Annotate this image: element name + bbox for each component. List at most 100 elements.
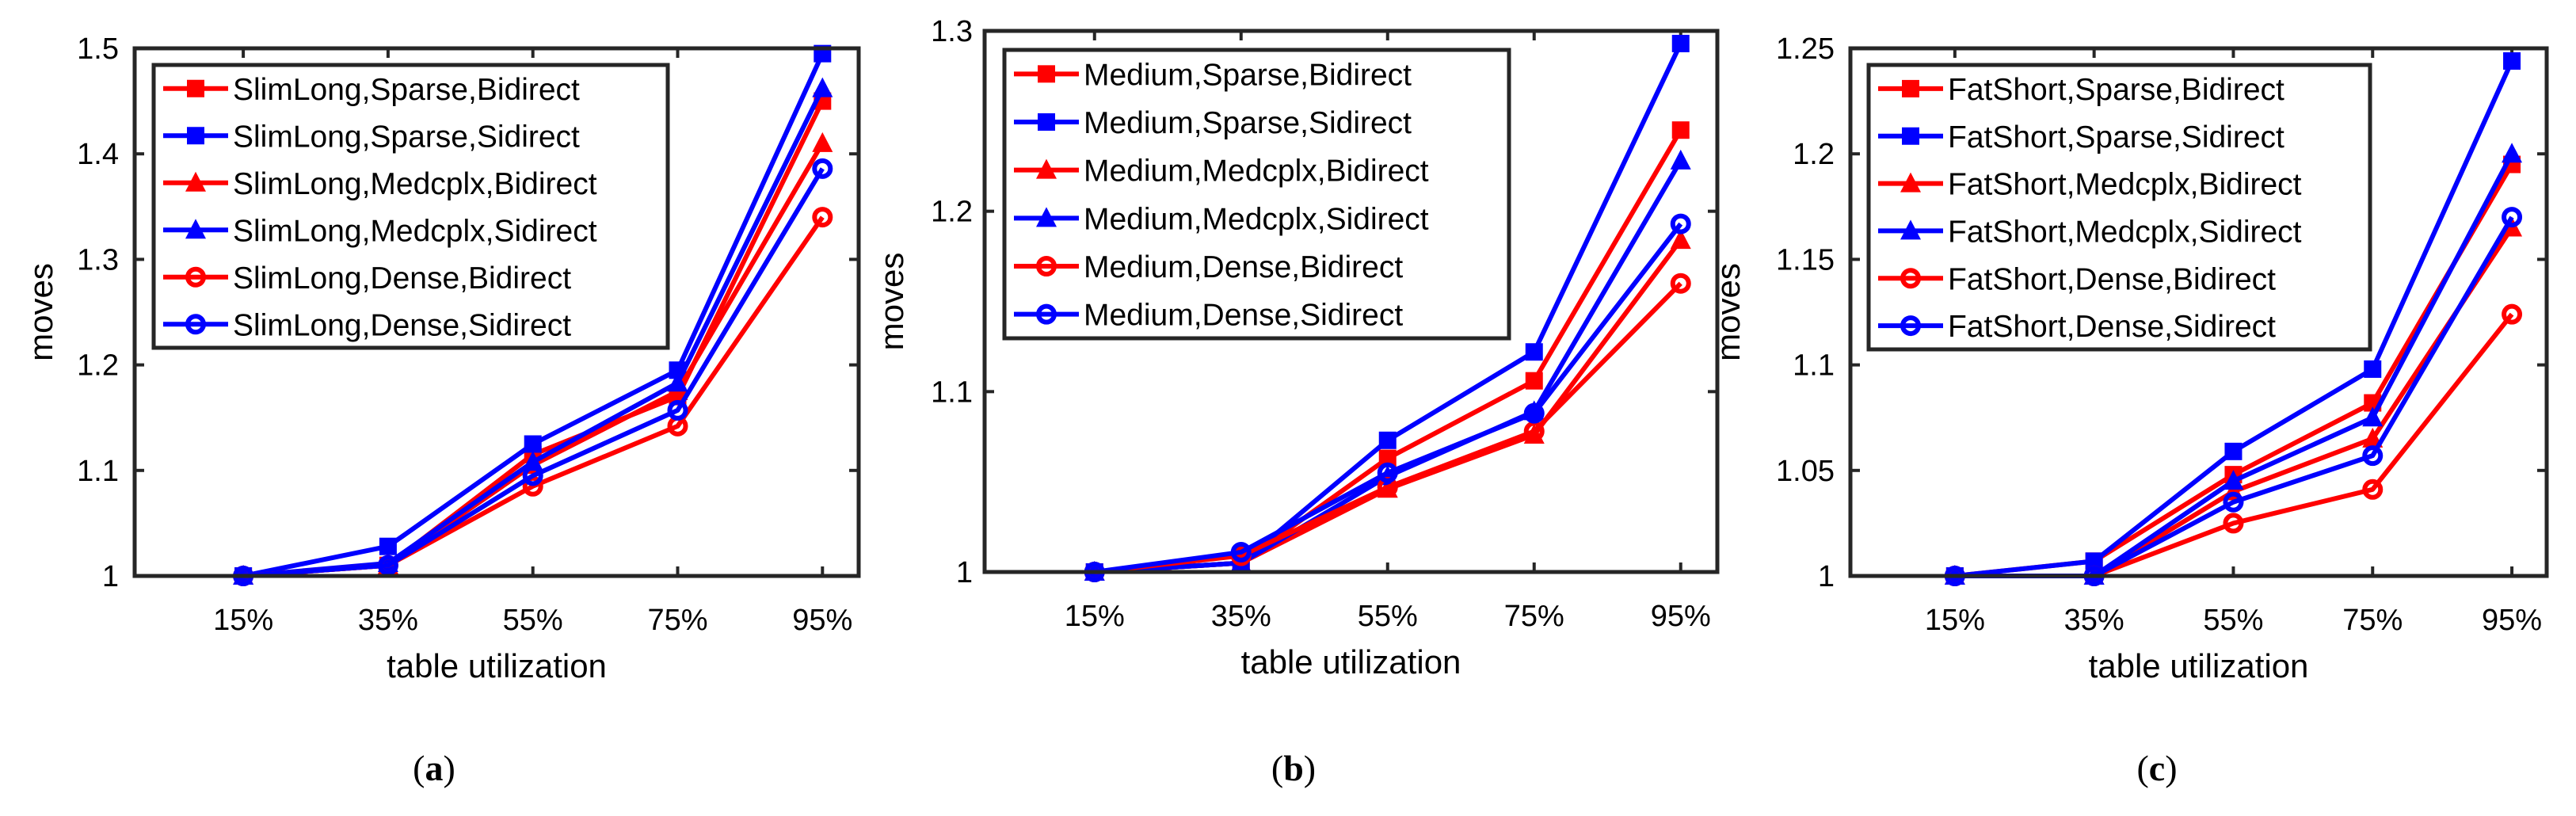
y-tick-label: 1.3 bbox=[931, 15, 973, 48]
y-tick-label: 1.3 bbox=[77, 243, 119, 276]
legend: Medium,Sparse,Bidirect Medium,Sparse,Sidi… bbox=[1002, 48, 1511, 341]
caption-paren: ) bbox=[2165, 748, 2177, 788]
data-point bbox=[1377, 462, 1398, 483]
data-point bbox=[2223, 470, 2244, 490]
caption-paren: ) bbox=[1304, 748, 1316, 788]
caption-letter: b bbox=[1283, 748, 1304, 788]
axes-frame bbox=[132, 46, 861, 578]
legend-marker bbox=[185, 314, 206, 335]
y-axis-label: moves bbox=[1709, 263, 1747, 361]
legend-box bbox=[1866, 63, 2372, 352]
legend-marker bbox=[1036, 207, 1057, 227]
legend-box bbox=[151, 63, 670, 350]
legend-label: Medium,Sparse,Sidirect bbox=[1084, 106, 1412, 140]
legend-marker bbox=[185, 266, 206, 288]
data-point bbox=[2503, 51, 2521, 70]
legend-label: FatShort,Medcplx,Sidirect bbox=[1948, 215, 2302, 249]
legend-marker bbox=[185, 219, 206, 239]
y-tick-label: 1 bbox=[1818, 560, 1835, 593]
y-tick-label: 1.2 bbox=[1793, 138, 1835, 171]
data-point bbox=[522, 465, 543, 486]
caption-paren: ( bbox=[1271, 748, 1283, 788]
data-point bbox=[1670, 229, 1691, 250]
data-point bbox=[2085, 552, 2103, 570]
legend-label: Medium,Sparse,Bidirect bbox=[1084, 58, 1412, 92]
legend-label: Medium,Dense,Bidirect bbox=[1084, 250, 1403, 284]
caption-paren: ( bbox=[413, 748, 425, 788]
legend-label: Medium,Dense,Sidirect bbox=[1084, 299, 1403, 333]
legend-label: Medium,Medcplx,Bidirect bbox=[1084, 154, 1429, 189]
data-point bbox=[524, 435, 542, 453]
y-axis-label: moves bbox=[22, 263, 59, 361]
caption-paren: ) bbox=[444, 748, 455, 788]
x-tick-label: 35% bbox=[1211, 600, 1271, 633]
data-point bbox=[379, 537, 397, 555]
x-axis-label: table utilization bbox=[387, 647, 607, 684]
data-point bbox=[2502, 303, 2523, 325]
x-tick-label: 35% bbox=[2064, 604, 2124, 637]
legend-marker bbox=[187, 79, 204, 97]
data-point bbox=[2502, 207, 2523, 228]
x-tick-label: 15% bbox=[213, 604, 273, 637]
legend: FatShort,Sparse,Bidirect FatShort,Sparse,… bbox=[1866, 63, 2372, 352]
legend-label: SlimLong,Dense,Bidirect bbox=[233, 261, 571, 296]
legend-label: FatShort,Dense,Bidirect bbox=[1948, 262, 2276, 296]
y-tick-label: 1.4 bbox=[77, 138, 119, 171]
series-path bbox=[1094, 222, 1683, 574]
y-tick-label: 1.15 bbox=[1776, 243, 1835, 276]
data-point bbox=[522, 451, 543, 471]
y-tick-label: 1.2 bbox=[931, 196, 973, 229]
data-point bbox=[1670, 273, 1691, 294]
data-point bbox=[2223, 513, 2244, 534]
data-point bbox=[1671, 34, 1690, 52]
panel-caption: (a) bbox=[413, 748, 455, 788]
data-point bbox=[812, 158, 833, 179]
y-tick-label: 1.2 bbox=[77, 349, 119, 383]
data-point bbox=[2223, 491, 2244, 513]
x-tick-label: 55% bbox=[1358, 600, 1418, 633]
x-tick-label: 75% bbox=[647, 604, 707, 637]
x-axis-label: table utilization bbox=[2089, 647, 2309, 684]
legend-label: FatShort,Dense,Sidirect bbox=[1948, 310, 2276, 344]
data-point bbox=[1670, 213, 1691, 235]
chart-panel-a: 15% 35% 55% 75% 95% 1 1.1 1.2 1.3 1.4 1.5 table uti… bbox=[22, 32, 861, 788]
legend-marker bbox=[1038, 65, 1055, 83]
y-tick-label: 1.1 bbox=[77, 455, 119, 488]
data-point bbox=[2362, 445, 2384, 467]
legend-box bbox=[1002, 48, 1511, 341]
data-point bbox=[1525, 372, 1543, 390]
legend-label: FatShort,Sparse,Bidirect bbox=[1948, 73, 2284, 107]
data-point bbox=[1670, 149, 1691, 170]
x-tick-label: 15% bbox=[1065, 600, 1125, 633]
y-tick-label: 1.1 bbox=[931, 376, 973, 409]
legend-marker bbox=[1902, 79, 1919, 97]
x-tick-label: 75% bbox=[2342, 604, 2403, 637]
legend-marker bbox=[1900, 172, 1921, 193]
data-point bbox=[812, 132, 833, 152]
axes-frame bbox=[982, 29, 1720, 574]
caption-paren: ( bbox=[2136, 748, 2148, 788]
legend-label: FatShort,Sparse,Sidirect bbox=[1948, 120, 2284, 154]
x-tick-label: 95% bbox=[2482, 604, 2542, 637]
data-point bbox=[1523, 402, 1545, 424]
legend-marker bbox=[185, 171, 206, 192]
legend-label: SlimLong,Dense,Sidirect bbox=[233, 308, 571, 342]
caption-letter: a bbox=[425, 748, 444, 788]
data-point bbox=[377, 555, 398, 576]
caption-letter: c bbox=[2149, 748, 2165, 788]
data-point bbox=[2362, 479, 2384, 500]
panel-caption: (b) bbox=[1271, 748, 1316, 788]
legend-label: SlimLong,Sparse,Sidirect bbox=[233, 120, 580, 154]
y-tick-label: 1 bbox=[102, 560, 119, 593]
data-point bbox=[1525, 343, 1543, 361]
legend-marker bbox=[187, 127, 204, 145]
legend-marker bbox=[1900, 268, 1921, 289]
y-axis-label: moves bbox=[873, 253, 910, 351]
x-tick-label: 55% bbox=[2203, 604, 2263, 637]
legend-marker bbox=[1036, 158, 1057, 179]
legend-label: Medium,Medcplx,Sidirect bbox=[1084, 202, 1429, 236]
legend-marker bbox=[1036, 303, 1057, 325]
chart-panel-b: 15% 35% 55% 75% 95% 1 1.1 1.2 1.3 table utilizati… bbox=[873, 15, 1720, 788]
series-path bbox=[242, 167, 825, 578]
